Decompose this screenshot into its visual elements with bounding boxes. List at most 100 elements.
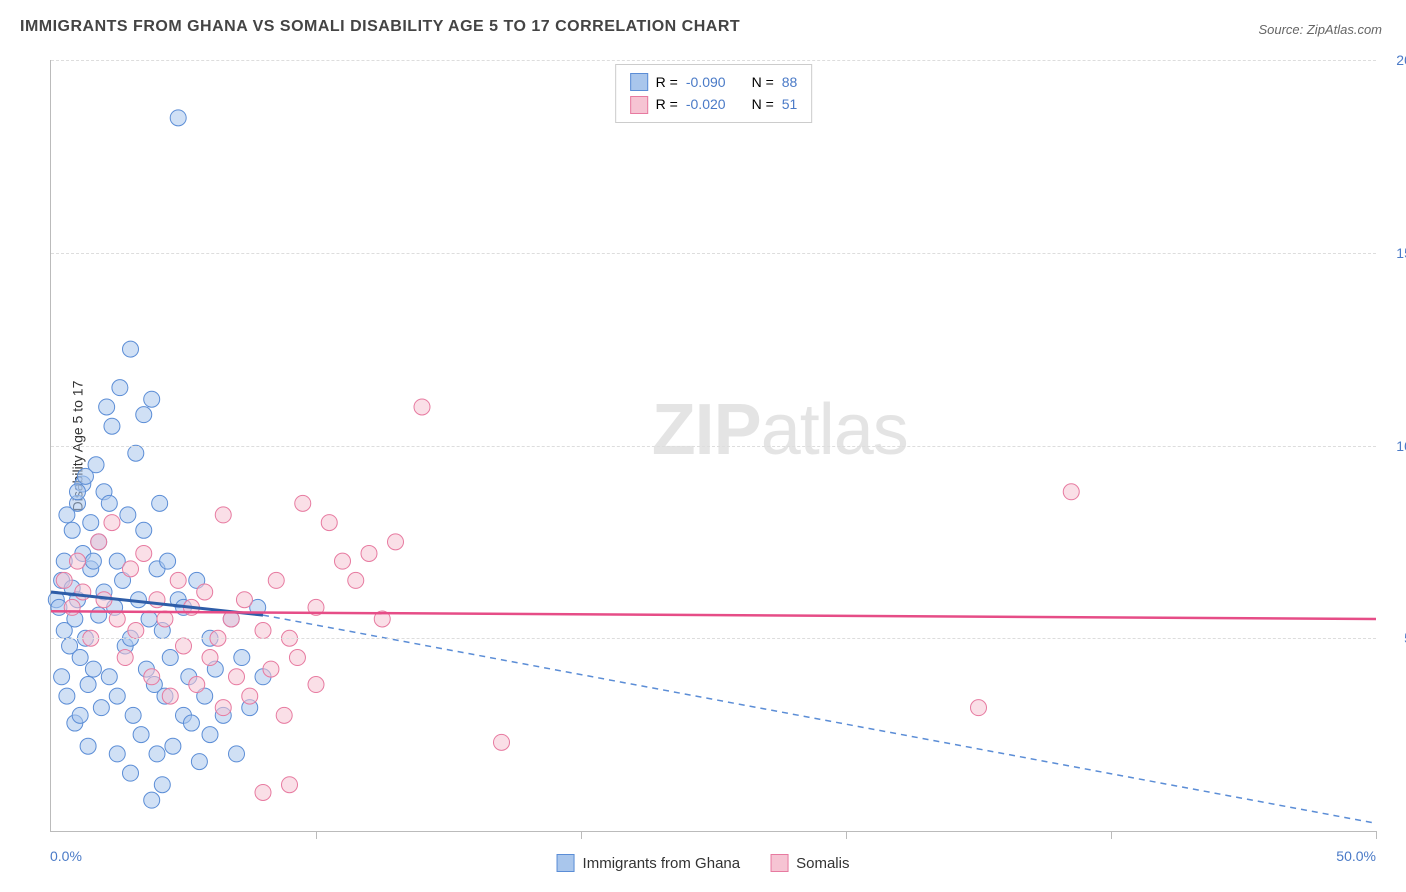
chart-title: IMMIGRANTS FROM GHANA VS SOMALI DISABILI… <box>20 18 740 36</box>
data-point <box>215 507 231 523</box>
data-point <box>64 599 80 615</box>
data-point <box>268 572 284 588</box>
data-point <box>85 553 101 569</box>
data-point <box>335 553 351 569</box>
data-point <box>234 650 250 666</box>
data-point <box>59 688 75 704</box>
data-point <box>494 734 510 750</box>
data-point <box>141 611 157 627</box>
data-point <box>72 707 88 723</box>
swatch-ghana-icon <box>557 854 575 872</box>
x-tick <box>846 831 847 839</box>
data-point <box>308 677 324 693</box>
data-point <box>321 515 337 531</box>
data-point <box>348 572 364 588</box>
data-point <box>236 592 252 608</box>
x-tick <box>1111 831 1112 839</box>
data-point <box>229 669 245 685</box>
legend-item-somali: Somalis <box>770 854 849 872</box>
data-point <box>120 507 136 523</box>
data-point <box>123 341 139 357</box>
data-point <box>149 746 165 762</box>
data-point <box>162 688 178 704</box>
data-point <box>133 727 149 743</box>
gridline <box>51 253 1376 254</box>
swatch-somali-icon <box>770 854 788 872</box>
y-tick-label: 5.0% <box>1381 630 1406 646</box>
x-max-label: 50.0% <box>1336 848 1376 864</box>
plot-area: R = -0.090 N = 88 R = -0.020 N = 51 ZIPa… <box>50 60 1376 832</box>
data-point <box>99 399 115 415</box>
x-tick <box>581 831 582 839</box>
data-point <box>202 650 218 666</box>
legend-label-somali: Somalis <box>796 855 849 872</box>
data-point <box>70 553 86 569</box>
data-point <box>971 700 987 716</box>
x-tick <box>316 831 317 839</box>
data-point <box>136 407 152 423</box>
data-point <box>72 650 88 666</box>
x-tick <box>1376 831 1377 839</box>
data-point <box>263 661 279 677</box>
data-point <box>189 677 205 693</box>
data-point <box>128 623 144 639</box>
data-point <box>388 534 404 550</box>
data-point <box>104 418 120 434</box>
data-point <box>361 545 377 561</box>
data-point <box>295 495 311 511</box>
data-point <box>154 777 170 793</box>
data-point <box>255 784 271 800</box>
y-tick-label: 20.0% <box>1381 52 1406 68</box>
data-point <box>183 715 199 731</box>
data-point <box>123 561 139 577</box>
data-point <box>160 553 176 569</box>
source-attribution: Source: ZipAtlas.com <box>1258 22 1382 37</box>
data-point <box>170 110 186 126</box>
data-point <box>91 534 107 550</box>
data-point <box>85 661 101 677</box>
data-point <box>117 650 133 666</box>
data-point <box>112 380 128 396</box>
data-point <box>276 707 292 723</box>
data-point <box>170 572 186 588</box>
data-point <box>109 688 125 704</box>
data-point <box>242 688 258 704</box>
data-point <box>165 738 181 754</box>
data-point <box>202 727 218 743</box>
gridline <box>51 446 1376 447</box>
data-point <box>289 650 305 666</box>
data-point <box>80 738 96 754</box>
data-point <box>109 611 125 627</box>
data-point <box>80 677 96 693</box>
gridline <box>51 638 1376 639</box>
data-point <box>54 669 70 685</box>
data-point <box>1063 484 1079 500</box>
data-point <box>144 391 160 407</box>
legend-label-ghana: Immigrants from Ghana <box>583 855 741 872</box>
y-tick-label: 10.0% <box>1381 438 1406 454</box>
data-point <box>152 495 168 511</box>
data-point <box>157 611 173 627</box>
legend-item-ghana: Immigrants from Ghana <box>557 854 741 872</box>
data-point <box>56 572 72 588</box>
data-point <box>101 495 117 511</box>
data-point <box>255 623 271 639</box>
y-tick-label: 15.0% <box>1381 245 1406 261</box>
data-point <box>123 765 139 781</box>
data-point <box>83 515 99 531</box>
data-point <box>197 584 213 600</box>
data-point <box>162 650 178 666</box>
data-point <box>215 700 231 716</box>
data-point <box>75 584 91 600</box>
data-point <box>125 707 141 723</box>
data-point <box>104 515 120 531</box>
series-legend: Immigrants from Ghana Somalis <box>557 854 850 872</box>
data-point <box>93 700 109 716</box>
data-point <box>414 399 430 415</box>
x-origin-label: 0.0% <box>50 848 82 864</box>
data-point <box>191 754 207 770</box>
data-point <box>136 522 152 538</box>
data-point <box>176 638 192 654</box>
data-point <box>91 607 107 623</box>
data-point <box>229 746 245 762</box>
